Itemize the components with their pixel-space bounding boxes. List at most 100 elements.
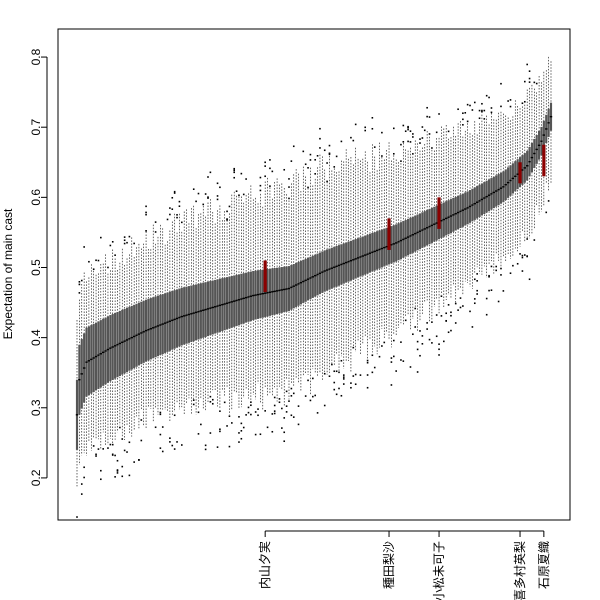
box-outlier (438, 354, 440, 356)
box-outlier (381, 345, 383, 347)
box-outlier (426, 115, 428, 118)
box (371, 116, 374, 374)
box (99, 236, 103, 481)
box-outlier (431, 342, 433, 344)
box-outlier (140, 439, 143, 442)
box-outlier (457, 309, 459, 311)
box-outlier (419, 354, 421, 357)
box (185, 209, 188, 404)
box (197, 192, 200, 435)
highlight-box (542, 144, 546, 177)
box-outlier (181, 444, 183, 446)
box-outlier (481, 109, 483, 112)
box-outlier (78, 281, 81, 283)
box (364, 126, 367, 338)
box (225, 210, 229, 427)
box (125, 241, 129, 453)
box (166, 218, 169, 413)
box-outlier (159, 433, 162, 436)
box-outlier (154, 231, 157, 233)
box-outlier (238, 416, 240, 418)
box-outlier (528, 278, 531, 281)
box-outlier (354, 383, 357, 386)
box (314, 158, 317, 397)
box-outlier (207, 196, 209, 198)
box (271, 170, 274, 433)
box (366, 161, 369, 389)
box-outlier (428, 338, 431, 341)
box (511, 116, 515, 267)
box-outlier (390, 384, 393, 386)
box (121, 248, 124, 478)
box (318, 127, 322, 373)
box-outlier (226, 219, 228, 221)
box-outlier (547, 200, 550, 202)
box-outlier (507, 100, 509, 102)
box (487, 96, 491, 292)
box-outlier (264, 165, 266, 167)
box-outlier (466, 103, 469, 106)
box (135, 247, 138, 417)
box (478, 109, 481, 274)
box (113, 254, 117, 478)
box (330, 170, 334, 366)
box (304, 163, 307, 397)
x-tick-label: 内山夕実 (257, 541, 272, 589)
box-outlier (319, 127, 321, 130)
box-outlier (371, 127, 374, 130)
box-outlier (528, 81, 531, 83)
box (142, 243, 145, 427)
box-outlier (109, 244, 112, 247)
box-outlier (473, 101, 476, 104)
box-outlier (400, 160, 402, 162)
box-outlier (128, 441, 131, 444)
box-outlier (92, 268, 95, 271)
box-outlier (161, 450, 164, 453)
box-outlier (490, 289, 493, 292)
box-outlier (121, 475, 124, 478)
box-outlier (97, 448, 100, 450)
box-outlier (192, 403, 195, 406)
box (383, 159, 386, 344)
box-outlier (335, 393, 338, 396)
box (456, 108, 460, 311)
box (256, 203, 260, 417)
box (156, 236, 160, 415)
box-outlier (111, 443, 114, 446)
box-outlier (340, 140, 343, 143)
box (406, 125, 410, 315)
box-outlier (216, 446, 219, 448)
box-outlier (169, 441, 171, 443)
box-outlier (335, 155, 338, 158)
box-outlier (316, 412, 319, 414)
box (521, 102, 524, 272)
box-outlier (523, 80, 526, 83)
box-outlier (402, 140, 405, 143)
box-outlier (271, 170, 274, 173)
box (316, 154, 319, 414)
box-outlier (123, 239, 126, 242)
box-outlier (326, 162, 328, 164)
box-outlier (250, 401, 252, 403)
box-outlier (242, 193, 245, 196)
box-outlier (319, 147, 321, 149)
box (235, 190, 238, 393)
box (154, 221, 157, 429)
box (473, 101, 476, 305)
box (380, 131, 384, 347)
box (447, 130, 450, 334)
box (294, 169, 298, 379)
box (102, 263, 105, 450)
box-outlier (495, 269, 498, 272)
highlight-layer (263, 144, 546, 293)
box-outlier (438, 343, 440, 345)
box-outlier (419, 330, 421, 332)
box (123, 236, 126, 452)
box-outlier (371, 116, 374, 119)
plot-frame (57, 28, 571, 521)
box (433, 150, 436, 307)
box-outlier (309, 153, 312, 156)
box (428, 116, 431, 341)
box (140, 248, 143, 442)
box (347, 158, 350, 362)
